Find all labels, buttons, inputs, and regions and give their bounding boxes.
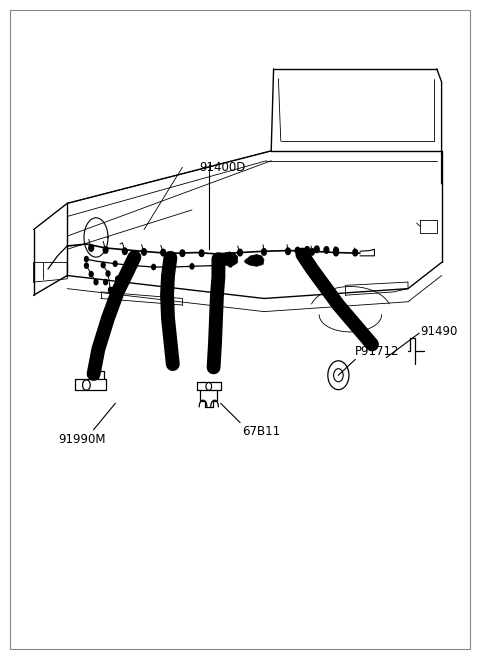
Circle shape: [152, 264, 156, 270]
Circle shape: [295, 247, 300, 254]
Text: P91712: P91712: [355, 344, 400, 358]
Circle shape: [334, 247, 338, 254]
Circle shape: [125, 276, 129, 281]
Circle shape: [314, 246, 319, 253]
Circle shape: [334, 249, 338, 256]
Circle shape: [310, 249, 314, 255]
Polygon shape: [245, 255, 264, 266]
Text: 91990M: 91990M: [58, 433, 105, 446]
Text: 67B11: 67B11: [242, 425, 280, 438]
Circle shape: [84, 256, 88, 262]
Circle shape: [324, 247, 329, 253]
Circle shape: [104, 279, 108, 285]
Circle shape: [106, 271, 110, 276]
Circle shape: [353, 249, 358, 256]
Polygon shape: [218, 252, 238, 266]
Text: 91400D: 91400D: [199, 161, 246, 174]
Circle shape: [180, 250, 185, 256]
Circle shape: [108, 287, 112, 293]
Text: 91490: 91490: [420, 325, 457, 338]
Circle shape: [305, 247, 310, 253]
Circle shape: [122, 248, 127, 255]
Circle shape: [103, 247, 108, 253]
Circle shape: [238, 249, 242, 256]
Circle shape: [286, 248, 290, 255]
Circle shape: [142, 249, 146, 255]
Circle shape: [101, 262, 105, 268]
Circle shape: [199, 250, 204, 256]
Circle shape: [89, 272, 93, 277]
Circle shape: [228, 262, 232, 267]
Circle shape: [120, 276, 124, 281]
Circle shape: [116, 276, 120, 281]
Circle shape: [161, 249, 166, 256]
Circle shape: [190, 264, 194, 269]
Circle shape: [262, 249, 266, 255]
Circle shape: [94, 279, 98, 285]
Circle shape: [84, 263, 88, 268]
Circle shape: [113, 261, 117, 266]
Circle shape: [89, 245, 94, 251]
